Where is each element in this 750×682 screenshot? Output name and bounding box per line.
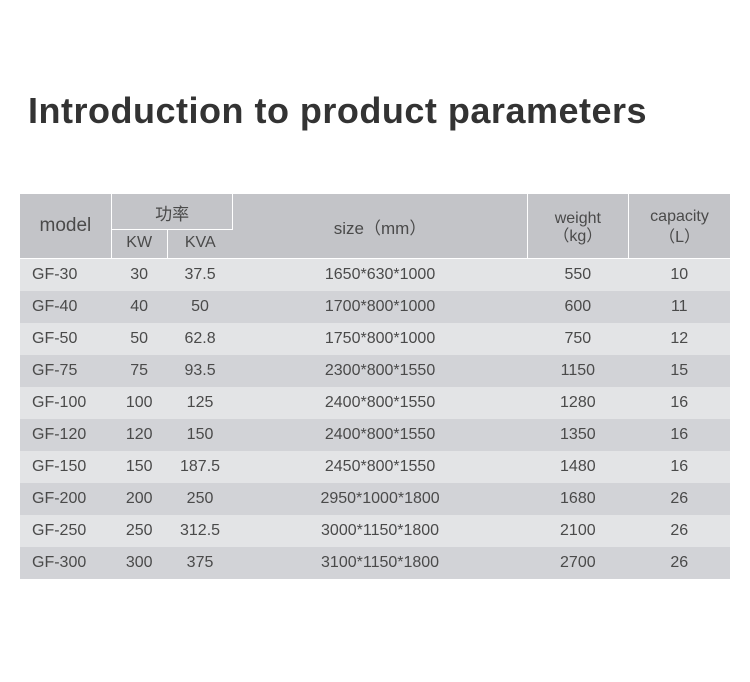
cell-kva: 250 — [167, 483, 233, 515]
cell-model: GF-100 — [20, 387, 111, 419]
cell-model: GF-300 — [20, 547, 111, 579]
cell-model: GF-50 — [20, 323, 111, 355]
table-row: GF-505062.81750*800*100075012 — [20, 323, 730, 355]
cell-size: 2400*800*1550 — [233, 387, 527, 419]
header-weight: weight （kg） — [527, 194, 628, 259]
cell-size: 1750*800*1000 — [233, 323, 527, 355]
cell-size: 3000*1150*1800 — [233, 515, 527, 547]
parameters-table: model 功率 size（mm） weight （kg） capacity （… — [20, 194, 730, 579]
cell-kva: 93.5 — [167, 355, 233, 387]
cell-size: 1650*630*1000 — [233, 259, 527, 292]
header-weight-label: weight — [555, 210, 601, 227]
cell-kw: 120 — [111, 419, 167, 451]
cell-capacity: 10 — [629, 259, 730, 292]
page-title: Introduction to product parameters — [0, 0, 750, 132]
cell-capacity: 16 — [629, 387, 730, 419]
cell-weight: 1350 — [527, 419, 628, 451]
cell-weight: 1280 — [527, 387, 628, 419]
cell-size: 1700*800*1000 — [233, 291, 527, 323]
cell-capacity: 12 — [629, 323, 730, 355]
cell-model: GF-200 — [20, 483, 111, 515]
cell-weight: 1480 — [527, 451, 628, 483]
cell-kva: 62.8 — [167, 323, 233, 355]
cell-capacity: 26 — [629, 515, 730, 547]
header-kw: KW — [111, 230, 167, 259]
cell-weight: 2100 — [527, 515, 628, 547]
table-row: GF-4040501700*800*100060011 — [20, 291, 730, 323]
cell-weight: 1680 — [527, 483, 628, 515]
cell-capacity: 11 — [629, 291, 730, 323]
table-row: GF-3003003753100*1150*1800270026 — [20, 547, 730, 579]
cell-kw: 50 — [111, 323, 167, 355]
cell-kva: 312.5 — [167, 515, 233, 547]
cell-model: GF-120 — [20, 419, 111, 451]
cell-size: 2450*800*1550 — [233, 451, 527, 483]
header-power: 功率 — [111, 194, 233, 230]
cell-capacity: 26 — [629, 483, 730, 515]
cell-kw: 250 — [111, 515, 167, 547]
header-capacity-label: capacity — [650, 208, 709, 225]
cell-weight: 1150 — [527, 355, 628, 387]
table-row: GF-150150187.52450*800*1550148016 — [20, 451, 730, 483]
cell-weight: 750 — [527, 323, 628, 355]
cell-kw: 200 — [111, 483, 167, 515]
table-row: GF-1201201502400*800*1550135016 — [20, 419, 730, 451]
cell-kva: 150 — [167, 419, 233, 451]
cell-kva: 125 — [167, 387, 233, 419]
cell-kw: 40 — [111, 291, 167, 323]
cell-kw: 30 — [111, 259, 167, 292]
cell-capacity: 16 — [629, 451, 730, 483]
header-kva: KVA — [167, 230, 233, 259]
cell-kw: 300 — [111, 547, 167, 579]
cell-model: GF-30 — [20, 259, 111, 292]
cell-size: 2300*800*1550 — [233, 355, 527, 387]
cell-kva: 37.5 — [167, 259, 233, 292]
cell-model: GF-40 — [20, 291, 111, 323]
cell-weight: 2700 — [527, 547, 628, 579]
cell-kw: 75 — [111, 355, 167, 387]
header-weight-unit: （kg） — [553, 228, 602, 245]
cell-kva: 375 — [167, 547, 233, 579]
header-model: model — [20, 194, 111, 259]
cell-size: 3100*1150*1800 — [233, 547, 527, 579]
table-row: GF-303037.51650*630*100055010 — [20, 259, 730, 292]
cell-weight: 600 — [527, 291, 628, 323]
cell-kva: 50 — [167, 291, 233, 323]
table-row: GF-2002002502950*1000*1800168026 — [20, 483, 730, 515]
cell-model: GF-250 — [20, 515, 111, 547]
cell-model: GF-75 — [20, 355, 111, 387]
cell-capacity: 16 — [629, 419, 730, 451]
table-row: GF-250250312.53000*1150*1800210026 — [20, 515, 730, 547]
cell-capacity: 15 — [629, 355, 730, 387]
cell-size: 2950*1000*1800 — [233, 483, 527, 515]
cell-size: 2400*800*1550 — [233, 419, 527, 451]
cell-capacity: 26 — [629, 547, 730, 579]
header-capacity: capacity （L） — [629, 194, 730, 259]
cell-kva: 187.5 — [167, 451, 233, 483]
cell-weight: 550 — [527, 259, 628, 292]
parameters-table-container: model 功率 size（mm） weight （kg） capacity （… — [0, 194, 750, 579]
header-capacity-unit: （L） — [659, 229, 700, 246]
cell-model: GF-150 — [20, 451, 111, 483]
header-size: size（mm） — [233, 194, 527, 259]
cell-kw: 150 — [111, 451, 167, 483]
cell-kw: 100 — [111, 387, 167, 419]
table-row: GF-757593.52300*800*1550115015 — [20, 355, 730, 387]
table-row: GF-1001001252400*800*1550128016 — [20, 387, 730, 419]
